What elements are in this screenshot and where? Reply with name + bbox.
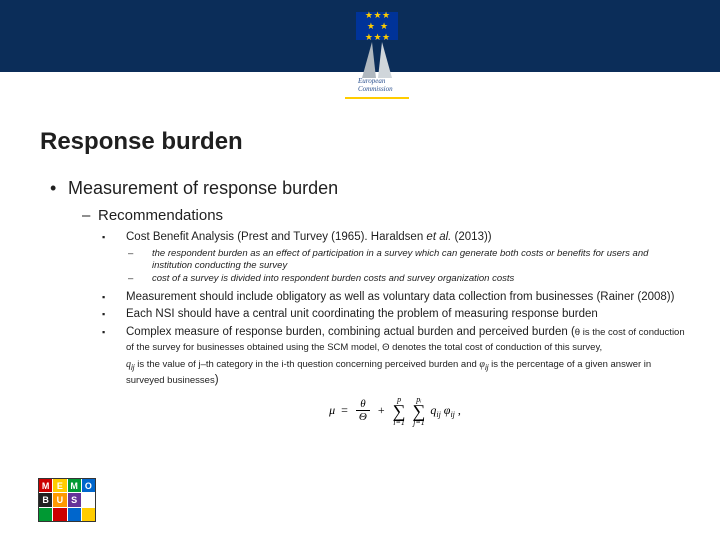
bullet-level3: ▪Each NSI should have a central unit coo… — [114, 307, 690, 323]
ec-org-name: European Commission — [358, 78, 393, 93]
logo-cell: B — [39, 493, 52, 506]
bullet-square: ▪ — [114, 308, 126, 320]
bullet-level2: –Recommendations — [82, 207, 690, 224]
formula-lhs: μ — [329, 403, 335, 417]
l3-text-post: (2013)) — [451, 231, 491, 243]
logo-cell: E — [53, 479, 66, 492]
ec-logo: ★ ★ ★★ ★★ ★ ★ — [345, 12, 409, 42]
logo-cell: U — [53, 493, 66, 506]
level1-text: Measurement of response burden — [68, 178, 338, 198]
bullet-dash-small: – — [140, 248, 152, 260]
formula-eq: = — [341, 403, 348, 417]
bullet-dot: • — [50, 178, 68, 199]
logo-cell: M — [39, 479, 52, 492]
fineprint-2: is the value of j–th category in the i-t… — [135, 359, 480, 370]
formula: μ = θ Θ + p ∑ i=1 pᵢ ∑ j=1 qij φij , — [100, 395, 690, 427]
eu-flag-icon: ★ ★ ★★ ★★ ★ ★ — [356, 12, 398, 40]
bullet-dash: – — [82, 207, 98, 224]
memobust-logo: M E M O B U S T — [38, 478, 96, 522]
logo-cell — [39, 508, 52, 521]
logo-cell: O — [82, 479, 95, 492]
logo-cell — [68, 508, 81, 521]
l3-text-pre: Complex measure of response burden, comb… — [126, 326, 575, 338]
logo-cell — [53, 508, 66, 521]
bullet-level3: ▪Cost Benefit Analysis (Prest and Turvey… — [114, 230, 690, 246]
formula-sum2: pᵢ ∑ j=1 — [413, 395, 426, 427]
sum2-bot: j=1 — [413, 418, 426, 427]
term-phi-sub: ij — [450, 410, 454, 419]
frac-num: θ — [356, 398, 370, 411]
page-title: Response burden — [40, 128, 690, 156]
formula-comma: , — [458, 403, 461, 417]
bullet-dash-small: – — [140, 273, 152, 285]
l4-text: cost of a survey is divided into respond… — [152, 273, 514, 284]
bullet-level4: –the respondent burden as an effect of p… — [140, 248, 670, 273]
bullet-square: ▪ — [114, 231, 126, 243]
logo-cell: M — [68, 479, 81, 492]
org-line2: Commission — [358, 85, 393, 93]
bullet-square: ▪ — [114, 291, 126, 303]
l3-text: Measurement should include obligatory as… — [126, 291, 674, 303]
bullet-square: ▪ — [114, 326, 126, 338]
bullet-level3: ▪Complex measure of response burden, com… — [114, 325, 690, 356]
term-q-sub: ij — [436, 410, 440, 419]
l3-text-post: ) — [215, 374, 219, 386]
formula-sum1: p ∑ i=1 — [393, 395, 406, 427]
fineprint-continued: qij is the value of j–th category in the… — [126, 358, 660, 389]
logo-cell: S — [68, 493, 81, 506]
slide-content: Response burden •Measurement of response… — [40, 128, 690, 427]
formula-frac: θ Θ — [356, 398, 370, 423]
sum1-bot: i=1 — [393, 418, 406, 427]
logo-underline — [345, 97, 409, 99]
l3-text: Each NSI should have a central unit coor… — [126, 308, 598, 320]
l3-text-em: et al. — [426, 231, 451, 243]
bullet-level3: ▪Measurement should include obligatory a… — [114, 290, 690, 306]
bullet-level1: •Measurement of response burden — [50, 178, 690, 199]
bullet-level4: –cost of a survey is divided into respon… — [140, 273, 670, 285]
formula-plus: + — [378, 403, 385, 417]
l4-text: the respondent burden as an effect of pa… — [152, 248, 648, 271]
logo-cell: T — [82, 493, 95, 506]
frac-den: Θ — [356, 411, 370, 423]
level2-text: Recommendations — [98, 207, 223, 224]
ec-building-icon — [345, 40, 409, 78]
logo-cell — [82, 508, 95, 521]
l3-text-pre: Cost Benefit Analysis (Prest and Turvey … — [126, 231, 426, 243]
